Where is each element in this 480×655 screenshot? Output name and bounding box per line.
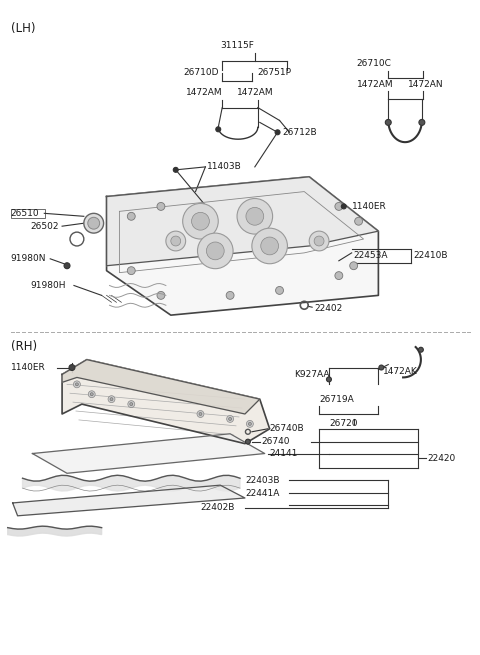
Text: 26502: 26502 [30, 221, 59, 231]
Text: 1140ER: 1140ER [11, 363, 46, 372]
Circle shape [84, 214, 104, 233]
Circle shape [199, 413, 202, 415]
Text: 26510: 26510 [11, 209, 39, 218]
Polygon shape [62, 360, 260, 414]
Circle shape [73, 381, 80, 388]
Circle shape [237, 198, 273, 234]
Circle shape [127, 267, 135, 274]
Circle shape [314, 236, 324, 246]
Circle shape [385, 119, 391, 125]
Text: 1472AK: 1472AK [384, 367, 418, 376]
Text: 26710C: 26710C [357, 58, 392, 67]
Circle shape [173, 168, 178, 172]
Circle shape [183, 204, 218, 239]
Circle shape [335, 202, 343, 210]
Circle shape [192, 212, 209, 230]
Text: 22402B: 22402B [201, 504, 235, 512]
Circle shape [110, 398, 113, 401]
Circle shape [64, 263, 70, 269]
Circle shape [261, 237, 278, 255]
Text: 26720: 26720 [329, 419, 358, 428]
Text: 22402: 22402 [314, 304, 342, 312]
Circle shape [171, 236, 180, 246]
Text: K927AA: K927AA [294, 370, 330, 379]
Circle shape [326, 377, 331, 382]
Polygon shape [23, 476, 240, 491]
Circle shape [419, 119, 425, 125]
Circle shape [379, 365, 384, 370]
Circle shape [88, 217, 100, 229]
Circle shape [226, 291, 234, 299]
Text: 1472AM: 1472AM [357, 81, 393, 89]
Text: 31115F: 31115F [220, 41, 254, 50]
Circle shape [90, 393, 93, 396]
Polygon shape [62, 360, 270, 443]
Circle shape [252, 228, 288, 264]
Circle shape [227, 415, 234, 422]
Polygon shape [12, 485, 245, 515]
Circle shape [108, 396, 115, 403]
Circle shape [197, 411, 204, 417]
Circle shape [246, 208, 264, 225]
Circle shape [419, 347, 423, 352]
Circle shape [355, 217, 362, 225]
Circle shape [166, 231, 186, 251]
Text: 22441A: 22441A [245, 489, 279, 498]
Text: 1472AN: 1472AN [408, 81, 444, 89]
Circle shape [216, 127, 221, 132]
Text: (LH): (LH) [11, 22, 35, 35]
Circle shape [309, 231, 329, 251]
Text: 11403B: 11403B [207, 162, 242, 172]
Circle shape [128, 401, 135, 407]
Circle shape [127, 212, 135, 220]
Text: 22403B: 22403B [245, 476, 279, 485]
Text: 26712B: 26712B [283, 128, 317, 137]
Circle shape [69, 365, 75, 371]
Text: 26740: 26740 [262, 437, 290, 446]
Circle shape [157, 202, 165, 210]
Circle shape [246, 421, 253, 427]
Text: 1140ER: 1140ER [352, 202, 386, 211]
Polygon shape [8, 526, 102, 536]
Text: 22453A: 22453A [354, 252, 388, 260]
Text: 26740B: 26740B [270, 424, 304, 434]
Text: 1472AM: 1472AM [237, 88, 274, 97]
Polygon shape [107, 177, 378, 266]
Circle shape [130, 403, 133, 405]
Circle shape [157, 291, 165, 299]
Circle shape [88, 391, 95, 398]
Circle shape [341, 204, 346, 209]
Text: 26719A: 26719A [319, 395, 354, 403]
Circle shape [197, 233, 233, 269]
Circle shape [228, 417, 231, 421]
Polygon shape [33, 434, 264, 474]
Text: 1472AM: 1472AM [186, 88, 222, 97]
Circle shape [249, 422, 252, 425]
Text: 91980H: 91980H [30, 281, 66, 290]
Polygon shape [107, 177, 378, 315]
Circle shape [206, 242, 224, 260]
Circle shape [245, 440, 251, 444]
Text: 22410B: 22410B [413, 252, 447, 260]
Bar [11, 210, 45, 218]
Circle shape [335, 272, 343, 280]
Circle shape [275, 130, 280, 135]
Text: 26710D: 26710D [184, 69, 219, 77]
Circle shape [75, 383, 78, 386]
Text: 26751P: 26751P [258, 69, 292, 77]
Circle shape [350, 262, 358, 270]
Text: 91980N: 91980N [11, 254, 46, 263]
Text: 24141: 24141 [270, 449, 298, 458]
Text: 22420: 22420 [428, 454, 456, 463]
Text: (RH): (RH) [11, 340, 37, 353]
Circle shape [276, 286, 284, 294]
